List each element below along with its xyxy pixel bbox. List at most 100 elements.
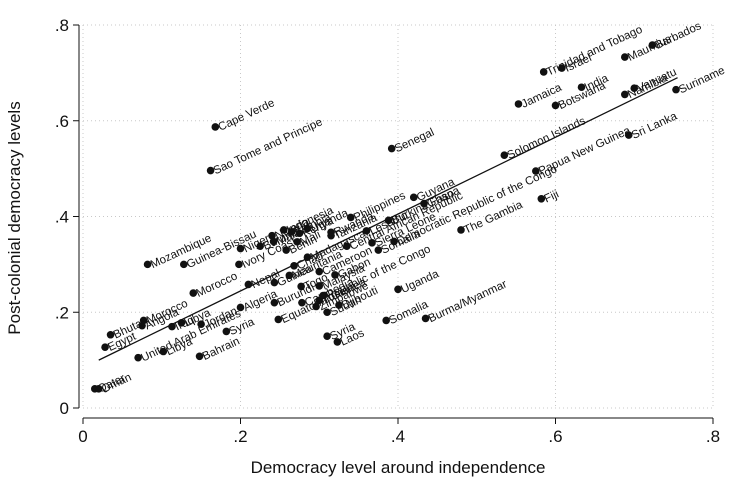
data-point bbox=[177, 318, 186, 327]
data-point bbox=[577, 83, 586, 92]
data-point bbox=[331, 271, 339, 279]
data-point bbox=[143, 260, 152, 269]
data-point bbox=[197, 320, 205, 329]
data-point bbox=[236, 303, 245, 312]
data-point bbox=[235, 260, 243, 269]
point-label: Senegal bbox=[393, 127, 436, 156]
data-point bbox=[346, 213, 355, 222]
point-label: Uganda bbox=[399, 268, 441, 296]
y-axis-title: Post-colonial democracy levels bbox=[5, 101, 24, 334]
data-point bbox=[390, 237, 398, 246]
x-tick-label: .8 bbox=[706, 427, 720, 446]
data-point bbox=[384, 216, 393, 225]
data-point bbox=[539, 68, 548, 76]
data-point bbox=[134, 353, 142, 362]
data-point bbox=[269, 237, 278, 246]
data-point bbox=[256, 242, 264, 250]
data-point bbox=[303, 224, 312, 233]
grid-lines bbox=[82, 24, 714, 409]
data-point bbox=[624, 131, 633, 139]
data-point bbox=[270, 278, 279, 287]
point-label: Burma/Myanmar bbox=[427, 278, 509, 325]
point-label: Fiji bbox=[543, 188, 561, 205]
data-point bbox=[180, 260, 188, 269]
data-point bbox=[558, 64, 566, 72]
data-point bbox=[537, 194, 546, 203]
point-label: Bahrain bbox=[201, 335, 242, 363]
data-point bbox=[312, 302, 320, 311]
data-point bbox=[368, 239, 376, 247]
data-point bbox=[551, 101, 560, 110]
data-point bbox=[101, 343, 109, 351]
data-point bbox=[319, 291, 327, 300]
data-point bbox=[648, 41, 657, 49]
data-point bbox=[382, 316, 390, 325]
data-point bbox=[195, 352, 204, 361]
x-tick-label: .6 bbox=[548, 427, 562, 446]
data-point bbox=[315, 267, 324, 276]
data-point bbox=[138, 321, 146, 330]
x-axis-title: Democracy level around independence bbox=[251, 458, 546, 477]
data-point bbox=[343, 242, 351, 250]
data-point bbox=[500, 151, 509, 160]
y-tick-label: .6 bbox=[55, 112, 69, 131]
data-point bbox=[222, 327, 231, 336]
data-point bbox=[295, 229, 304, 238]
data-point bbox=[514, 100, 523, 108]
y-tick-label: .4 bbox=[55, 208, 69, 227]
x-tick-label: .2 bbox=[233, 427, 247, 446]
point-label: Algeria bbox=[242, 288, 280, 314]
data-point bbox=[457, 226, 465, 234]
x-tick-label: .4 bbox=[391, 427, 405, 446]
y-tick-label: .2 bbox=[55, 303, 69, 322]
y-tick-label: 0 bbox=[60, 399, 69, 418]
data-point bbox=[297, 282, 305, 291]
point-label: Suriname bbox=[677, 65, 727, 97]
data-point bbox=[335, 301, 343, 309]
data-point bbox=[168, 322, 176, 331]
data-point bbox=[630, 84, 639, 92]
data-point bbox=[315, 282, 324, 290]
data-point bbox=[621, 90, 629, 99]
data-point bbox=[421, 314, 430, 323]
data-point bbox=[211, 123, 220, 131]
data-point bbox=[672, 85, 680, 94]
data-point bbox=[293, 238, 302, 246]
data-point bbox=[268, 231, 276, 240]
data-point bbox=[280, 226, 288, 234]
data-point bbox=[159, 347, 168, 356]
point-label: Sri Lanka bbox=[630, 110, 680, 142]
data-point bbox=[236, 244, 245, 253]
data-point bbox=[287, 228, 296, 236]
data-point bbox=[362, 227, 371, 235]
data-point bbox=[394, 285, 402, 294]
data-point bbox=[274, 315, 283, 324]
data-point bbox=[290, 262, 298, 270]
data-point bbox=[298, 298, 306, 307]
data-point bbox=[282, 246, 290, 254]
data-point bbox=[374, 246, 383, 254]
data-point bbox=[532, 167, 540, 175]
data-point bbox=[323, 308, 331, 317]
data-point bbox=[94, 385, 103, 393]
data-point bbox=[621, 53, 629, 61]
data-point bbox=[270, 298, 279, 307]
point-label: Cape Verde bbox=[216, 97, 276, 134]
data-point bbox=[333, 338, 342, 346]
y-tick-label: .8 bbox=[55, 16, 69, 35]
data-point bbox=[387, 144, 396, 153]
data-point bbox=[409, 193, 418, 202]
data-point bbox=[285, 271, 294, 280]
data-point bbox=[303, 253, 312, 261]
point-label: Somalia bbox=[387, 298, 430, 327]
data-point bbox=[206, 166, 215, 175]
data-point bbox=[420, 199, 428, 208]
axes: 0 .2 .4 .6 .8 0 .2 .4 .6 .8 bbox=[55, 16, 720, 446]
data-point bbox=[244, 280, 253, 289]
data-point bbox=[106, 330, 115, 339]
data-point bbox=[323, 332, 331, 340]
data-point bbox=[327, 228, 335, 237]
x-tick-label: 0 bbox=[78, 427, 87, 446]
